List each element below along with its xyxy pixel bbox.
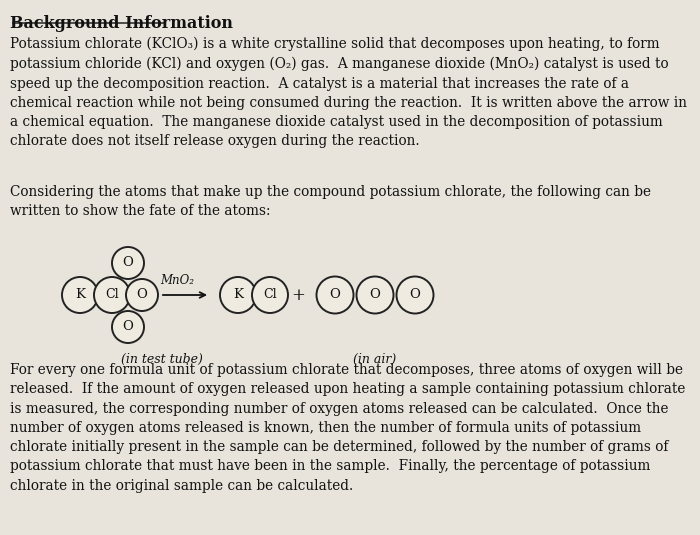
Circle shape: [112, 311, 144, 343]
Text: MnO₂: MnO₂: [160, 274, 194, 287]
Text: (in test tube): (in test tube): [121, 353, 203, 366]
Circle shape: [396, 277, 433, 314]
Text: O: O: [410, 288, 421, 302]
Text: Background Information: Background Information: [10, 15, 233, 32]
Circle shape: [112, 247, 144, 279]
Text: O: O: [330, 288, 340, 302]
Circle shape: [316, 277, 354, 314]
Text: O: O: [122, 256, 134, 270]
Text: O: O: [370, 288, 380, 302]
Text: K: K: [233, 288, 243, 302]
Text: Considering the atoms that make up the compound potassium chlorate, the followin: Considering the atoms that make up the c…: [10, 185, 651, 218]
Text: Potassium chlorate (KClO₃) is a white crystalline solid that decomposes upon hea: Potassium chlorate (KClO₃) is a white cr…: [10, 37, 687, 148]
Text: (in air): (in air): [354, 353, 397, 366]
Circle shape: [356, 277, 393, 314]
Circle shape: [126, 279, 158, 311]
Text: Cl: Cl: [263, 288, 276, 302]
Circle shape: [252, 277, 288, 313]
Text: O: O: [122, 320, 134, 333]
Circle shape: [94, 277, 130, 313]
Text: O: O: [136, 288, 148, 302]
Text: For every one formula unit of potassium chlorate that decomposes, three atoms of: For every one formula unit of potassium …: [10, 363, 685, 493]
Text: +: +: [291, 287, 305, 303]
Text: K: K: [75, 288, 85, 302]
Text: Cl: Cl: [105, 288, 119, 302]
Circle shape: [220, 277, 256, 313]
Circle shape: [62, 277, 98, 313]
